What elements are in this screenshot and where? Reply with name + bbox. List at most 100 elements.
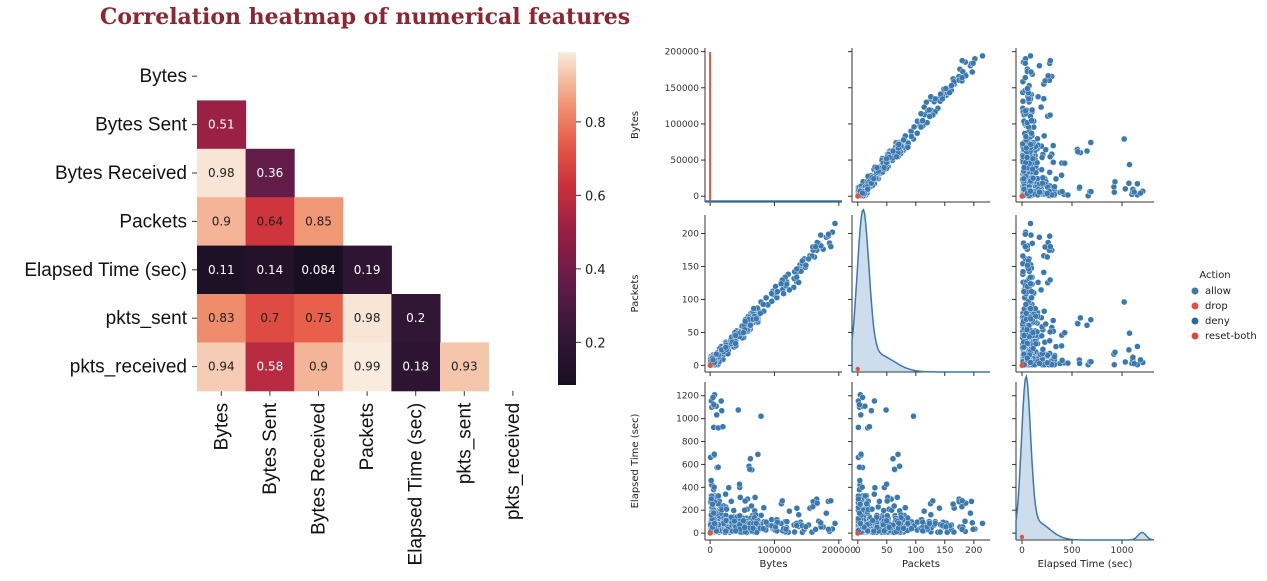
heatmap-row-label: Bytes Received: [55, 163, 187, 184]
scatter-point: [774, 288, 781, 295]
y-tick-label: 50000: [670, 156, 699, 166]
scatter-point: [891, 466, 898, 473]
scatter-point: [858, 484, 866, 491]
scatter-point: [893, 153, 900, 161]
pairplot-panel: 0 50 100 150 200 Packets: [630, 215, 842, 376]
scatter-point: [1041, 132, 1048, 140]
heatmap-cell: [245, 197, 295, 247]
scatter-point: [1064, 359, 1072, 367]
scatter-point: [1076, 360, 1083, 367]
scatter-point: [880, 527, 888, 535]
scatter-point: [961, 518, 969, 525]
scatter-point: [752, 520, 760, 527]
scatter-point: [959, 57, 966, 64]
scatter-point: [1126, 330, 1133, 337]
scatter-point-drop: [1019, 193, 1025, 199]
scatter-point: [873, 164, 881, 171]
scatter-point: [959, 497, 966, 504]
scatter-point: [725, 484, 732, 491]
scatter-point: [859, 189, 866, 197]
x-tick-label: 0: [1019, 546, 1025, 556]
scatter-point: [1023, 310, 1030, 317]
scatter-point: [910, 413, 917, 420]
scatter-point: [831, 220, 839, 227]
colorbar-tick-label: 0.4: [585, 263, 606, 278]
scatter-point: [823, 510, 830, 517]
heatmap-cell-value: 0.9: [212, 214, 231, 228]
scatter-point: [1027, 305, 1034, 312]
scatter-point: [757, 413, 765, 420]
diag-drop-marker: [1019, 534, 1025, 540]
diag-kde-area: [852, 209, 990, 372]
scatter-point: [1046, 328, 1054, 336]
pairplot-panel: [848, 48, 990, 206]
scatter-point: [1041, 77, 1049, 85]
scatter-point: [895, 141, 902, 148]
scatter-point: [1044, 352, 1051, 359]
scatter-point: [751, 494, 759, 501]
scatter-point: [730, 507, 737, 514]
y-tick-label: 1000: [676, 415, 699, 425]
scatter-point: [869, 517, 876, 524]
scatter-point: [747, 455, 754, 462]
scatter-point: [741, 497, 749, 505]
scatter-point: [1044, 190, 1051, 197]
y-tick-label: 1200: [676, 392, 699, 402]
heatmap-cell-value: 0.19: [354, 263, 381, 277]
scatter-point: [1046, 169, 1053, 176]
heatmap-cell-value: 0.98: [354, 311, 381, 325]
heatmap-cell-value: 0.7: [260, 311, 279, 325]
scatter-point: [783, 518, 791, 525]
scatter-point: [871, 484, 879, 491]
scatter-point: [1050, 317, 1057, 324]
scatter-point: [883, 517, 890, 524]
scatter-point: [856, 401, 863, 408]
scatter-point: [825, 526, 832, 533]
scatter-point: [1058, 342, 1065, 350]
scatter-point: [805, 255, 812, 263]
scatter-point: [747, 322, 754, 329]
scatter-point: [711, 451, 718, 458]
scatter-point: [741, 524, 748, 531]
heatmap-colorbar: 0.2 0.4 0.6 0.8: [558, 52, 606, 385]
scatter-point: [979, 520, 986, 527]
heatmap-cell-value: 0.18: [402, 360, 429, 374]
diag-kde-line: [1015, 373, 1155, 541]
scatter-point: [857, 411, 865, 419]
scatter-point: [866, 423, 873, 430]
scatter-point: [768, 290, 775, 297]
legend-label: drop: [1205, 301, 1228, 312]
scatter-point: [969, 526, 977, 533]
scatter-point: [926, 113, 933, 120]
legend-title: Action: [1199, 270, 1230, 281]
scatter-point: [1023, 154, 1031, 161]
heatmap-cell-value: 0.99: [354, 360, 381, 374]
scatter-point: [736, 481, 743, 488]
scatter-point: [1020, 344, 1027, 351]
pairplot-panel: [848, 208, 990, 376]
scatter-point: [857, 451, 865, 458]
scatter-point: [1027, 68, 1035, 76]
scatter-point: [917, 110, 925, 117]
scatter-point: [1087, 358, 1095, 365]
scatter-point: [762, 294, 770, 301]
scatter-point: [942, 523, 950, 530]
scatter-point: [894, 451, 902, 458]
scatter-point: [1074, 320, 1081, 327]
y-tick-label: 400: [682, 483, 699, 493]
scatter-point: [750, 305, 757, 312]
scatter-point: [969, 68, 976, 76]
scatter-point: [1046, 111, 1054, 119]
scatter-point: [722, 517, 730, 524]
scatter-point: [1027, 231, 1035, 239]
scatter-point: [1036, 360, 1043, 367]
scatter-point: [793, 265, 800, 273]
scatter-point: [722, 344, 730, 351]
scatter-point: [831, 520, 839, 527]
scatter-point: [762, 518, 770, 526]
scatter-point: [715, 492, 722, 500]
x-tick-label: 200: [965, 546, 982, 556]
scatter-point: [1121, 135, 1128, 143]
scatter-point: [740, 517, 747, 524]
scatter-point: [927, 511, 934, 518]
